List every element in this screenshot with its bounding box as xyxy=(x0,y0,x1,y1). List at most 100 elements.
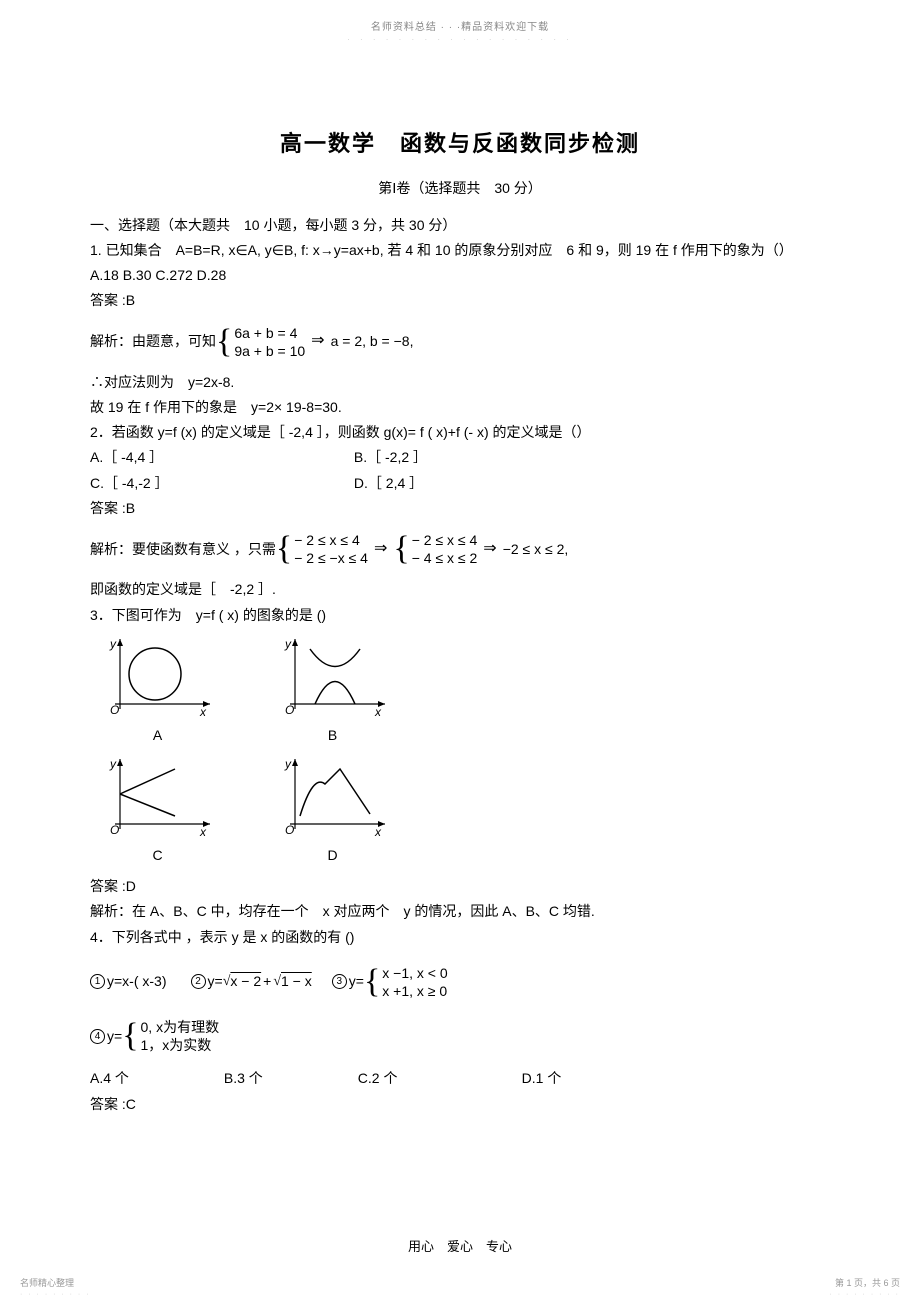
svg-text:y: y xyxy=(284,637,292,651)
arrow-icon: ⇒ xyxy=(368,535,393,564)
graphs-row-1: O x y A O x y B xyxy=(100,634,830,748)
q2-s1a: − 2 ≤ x ≤ 4 xyxy=(294,531,368,549)
q4-items-row2: 4 y= { 0, x为有理数 1，x为实数 xyxy=(90,1014,830,1058)
q3-answer: 答案 :D xyxy=(90,874,830,899)
q4-options: A.4 个 B.3 个 C.2 个 D.1 个 xyxy=(90,1066,830,1091)
graph-c-svg: O x y xyxy=(100,754,215,839)
q2-opt-b: B.［ -2,2 ］ xyxy=(354,449,427,465)
brace-icon: { xyxy=(122,1019,138,1053)
q1-line-a: ∴对应法则为 y=2x-8. xyxy=(90,370,830,395)
q2-answer: 答案 :B xyxy=(90,496,830,521)
q4-opt-d: D.1 个 xyxy=(522,1070,562,1086)
q2-tail: 即函数的定义域是［ -2,2 ］. xyxy=(90,577,830,602)
circled-4-icon: 4 xyxy=(90,1029,105,1044)
graph-a: O x y A xyxy=(100,634,215,748)
q1-analysis-prefix: 解析：由题意，可知 xyxy=(90,329,216,354)
q4-opt-c: C.2 个 xyxy=(358,1066,518,1091)
q4-p3b: x +1, x ≥ 0 xyxy=(382,982,447,1000)
svg-text:y: y xyxy=(109,757,117,771)
q4-opt-a: A.4 个 xyxy=(90,1066,220,1091)
document-content: 高一数学 函数与反函数同步检测 第Ⅰ卷（选择题共 30 分） 一、选择题（本大题… xyxy=(0,44,920,1117)
circled-1-icon: 1 xyxy=(90,974,105,989)
q3-analysis: 解析：在 A、B、C 中，均存在一个 x 对应两个 y 的情况，因此 A、B、C… xyxy=(90,899,830,924)
graph-d-label: D xyxy=(275,843,390,868)
graph-a-svg: O x y xyxy=(100,634,215,719)
footer-center: 用心 爱心 专心 xyxy=(0,1236,920,1255)
subtitle: 第Ⅰ卷（选择题共 30 分） xyxy=(90,176,830,201)
q4-p3a: x −1, x < 0 xyxy=(382,964,447,982)
svg-text:y: y xyxy=(109,637,117,651)
svg-text:y: y xyxy=(284,757,292,771)
graphs-row-2: O x y C O x y D xyxy=(100,754,830,868)
q4-item3-pre: y= xyxy=(349,969,364,994)
q2-opt-c: C.［ -4,-2 ］ xyxy=(90,471,350,496)
graph-d-svg: O x y xyxy=(275,754,390,839)
svg-text:x: x xyxy=(199,825,207,839)
q2-s2b: − 4 ≤ x ≤ 2 xyxy=(412,549,478,567)
page-title: 高一数学 函数与反函数同步检测 xyxy=(90,124,830,164)
graph-c-label: C xyxy=(100,843,215,868)
svg-text:O: O xyxy=(285,703,294,717)
svg-text:O: O xyxy=(110,823,119,837)
q1-eq1: 6a + b = 4 xyxy=(234,324,305,342)
footer-right-dots: · · · · · · · · · xyxy=(829,1291,900,1298)
svg-text:O: O xyxy=(285,823,294,837)
q4-p4a: 0, x为有理数 xyxy=(141,1018,220,1036)
q4-item4-pre: y= xyxy=(107,1024,122,1049)
circled-2-icon: 2 xyxy=(191,974,206,989)
q4-sqrt2: 1 − x xyxy=(281,969,312,994)
q1-opt-d: D.28 xyxy=(197,267,227,283)
q2-s2a: − 2 ≤ x ≤ 4 xyxy=(412,531,478,549)
q2-result: −2 ≤ x ≤ 2, xyxy=(503,537,569,562)
section-heading: 一、选择题（本大题共 10 小题，每小题 3 分，共 30 分） xyxy=(90,213,830,238)
q4-sqrt1: x − 2 xyxy=(230,969,261,994)
q4-items-row1: 1 y=x-( x-3) 2 y= √x − 2 + √1 − x 3 y= {… xyxy=(90,960,830,1004)
q4-opt-b: B.3 个 xyxy=(224,1066,354,1091)
q1-answer: 答案 :B xyxy=(90,288,830,313)
q4-stem: 4．下列各式中 ，表示 y 是 x 的函数的有 () xyxy=(90,925,830,950)
q1-line-b: 故 19 在 f 作用下的象是 y=2× 19-8=30. xyxy=(90,395,830,420)
q1-result: a = 2, b = −8, xyxy=(331,329,414,354)
q1-analysis: 解析：由题意，可知 { 6a + b = 4 9a + b = 10 ⇒ a =… xyxy=(90,320,830,364)
svg-text:O: O xyxy=(110,703,119,717)
svg-text:x: x xyxy=(199,705,207,719)
q4-item2-pre: y= xyxy=(208,969,223,994)
q2-opts-row1: A.［ -4,4 ］ B.［ -2,2 ］ xyxy=(90,445,830,470)
q1-eq2: 9a + b = 10 xyxy=(234,342,305,360)
graph-b-svg: O x y xyxy=(275,634,390,719)
circled-3-icon: 3 xyxy=(332,974,347,989)
q4-answer: 答案 :C xyxy=(90,1092,830,1117)
header-text: 名师资料总结 · · ·精品资料欢迎下载 xyxy=(0,0,920,33)
q1-opt-b: B.30 xyxy=(123,267,152,283)
q3-stem: 3．下图可作为 y=f ( x) 的图象的是 () xyxy=(90,603,830,628)
footer-left-dots: · · · · · · · · · xyxy=(20,1291,91,1298)
q2-opts-row2: C.［ -4,-2 ］ D.［ 2,4 ］ xyxy=(90,471,830,496)
svg-text:x: x xyxy=(374,825,382,839)
q1-stem: 1. 已知集合 A=B=R, x∈A, y∈B, f: x→y=ax+b, 若 … xyxy=(90,238,830,263)
q4-p4b: 1，x为实数 xyxy=(141,1036,220,1054)
q1-opt-a: A.18 xyxy=(90,267,119,283)
brace-icon: { xyxy=(364,965,380,999)
brace-icon: { xyxy=(393,532,409,566)
q1-options: A.18 B.30 C.272 D.28 xyxy=(90,263,830,288)
q2-analysis: 解析：要使函数有意义 ，只需 { − 2 ≤ x ≤ 4 − 2 ≤ −x ≤ … xyxy=(90,527,830,571)
q2-opt-d: D.［ 2,4 ］ xyxy=(354,475,423,491)
footer-left: 名师精心整理 xyxy=(20,1276,74,1289)
footer-right: 第 1 页，共 6 页 xyxy=(835,1276,900,1289)
svg-text:x: x xyxy=(374,705,382,719)
graph-b: O x y B xyxy=(275,634,390,748)
arrow-icon: ⇒ xyxy=(477,535,502,564)
brace-icon: { xyxy=(276,532,292,566)
graph-a-label: A xyxy=(100,723,215,748)
q4-item1: y=x-( x-3) xyxy=(107,969,167,994)
q2-opt-a: A.［ -4,4 ］ xyxy=(90,445,350,470)
graph-c: O x y C xyxy=(100,754,215,868)
graph-b-label: B xyxy=(275,723,390,748)
arrow-icon: ⇒ xyxy=(305,327,330,356)
q1-opt-c: C.272 xyxy=(155,267,192,283)
graph-d: O x y D xyxy=(275,754,390,868)
q2-analysis-prefix: 解析：要使函数有意义 ，只需 xyxy=(90,537,276,562)
brace-icon: { xyxy=(216,325,232,359)
header-dots: · · · · · · · · · · · · · · · · · · xyxy=(0,35,920,44)
plus-icon: + xyxy=(261,969,273,994)
